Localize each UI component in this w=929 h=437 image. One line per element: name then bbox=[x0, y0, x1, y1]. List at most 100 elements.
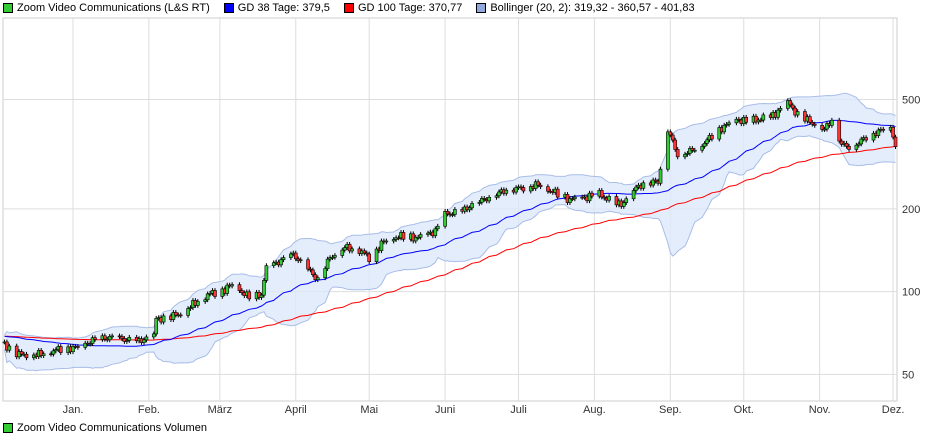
candle bbox=[685, 153, 690, 155]
candle bbox=[445, 211, 450, 215]
candle bbox=[435, 225, 440, 230]
candle bbox=[573, 196, 577, 200]
legend-label: GD 100 Tage: 370,77 bbox=[357, 2, 463, 14]
candle bbox=[690, 148, 695, 151]
legend-item-bollinger: Bollinger (20, 2): 319,32 - 360,57 - 401… bbox=[476, 2, 695, 14]
candle bbox=[71, 345, 75, 353]
x-tick-label: Mai bbox=[360, 404, 378, 416]
candle bbox=[480, 198, 484, 203]
candle bbox=[93, 337, 97, 340]
price-chart: 50 100 200 500 Jan. Feb. März April Mai Juni Juli A… bbox=[2, 17, 920, 416]
candle bbox=[306, 259, 310, 270]
candle bbox=[125, 340, 129, 342]
candle bbox=[174, 312, 178, 316]
candle bbox=[311, 269, 315, 275]
candle bbox=[744, 116, 749, 123]
candle bbox=[289, 253, 293, 258]
candle bbox=[734, 118, 739, 124]
candle bbox=[103, 335, 107, 340]
legend-swatch bbox=[223, 3, 234, 13]
candle bbox=[161, 315, 166, 323]
legend-swatch bbox=[3, 423, 13, 433]
candle bbox=[477, 202, 482, 204]
candle bbox=[820, 125, 824, 130]
candle bbox=[347, 244, 352, 252]
candle bbox=[426, 232, 430, 235]
candle bbox=[154, 317, 159, 335]
candle bbox=[859, 138, 864, 145]
candle bbox=[847, 146, 851, 150]
legend-swatch bbox=[476, 3, 487, 13]
candle bbox=[90, 337, 95, 344]
candle bbox=[225, 284, 230, 294]
candle bbox=[822, 128, 827, 131]
x-tick-label: Okt. bbox=[734, 404, 754, 416]
candle bbox=[367, 253, 372, 263]
chart-legend: Zoom Video Communications (L&S RT) GD 38… bbox=[3, 2, 709, 14]
candle bbox=[651, 179, 655, 186]
candle bbox=[120, 336, 124, 339]
candle bbox=[247, 291, 252, 300]
bollinger-band bbox=[4, 93, 896, 371]
candle bbox=[538, 184, 543, 187]
candle bbox=[631, 190, 636, 200]
candle bbox=[761, 114, 766, 121]
candle bbox=[205, 293, 210, 301]
candle bbox=[416, 236, 420, 239]
candle bbox=[323, 268, 327, 279]
candle bbox=[19, 351, 24, 355]
candle bbox=[487, 197, 491, 202]
candle bbox=[670, 134, 675, 141]
x-tick-label: April bbox=[285, 404, 307, 416]
candle bbox=[330, 256, 335, 259]
y-tick-label: 100 bbox=[902, 287, 920, 299]
candle bbox=[621, 202, 626, 207]
x-tick-label: Sep. bbox=[659, 404, 682, 416]
candle bbox=[688, 148, 692, 154]
candle bbox=[76, 346, 80, 348]
candle bbox=[641, 182, 646, 189]
candle bbox=[83, 342, 88, 348]
candle bbox=[279, 259, 283, 266]
candle bbox=[271, 262, 276, 266]
legend-label: GD 38 Tage: 379,5 bbox=[237, 2, 330, 14]
candle bbox=[315, 277, 320, 280]
candle bbox=[854, 144, 859, 150]
candle bbox=[692, 149, 697, 152]
candle bbox=[759, 119, 763, 122]
candle bbox=[497, 191, 501, 197]
candle bbox=[570, 198, 575, 200]
candle bbox=[259, 294, 264, 298]
candle bbox=[666, 131, 670, 170]
candle bbox=[839, 140, 844, 145]
candle bbox=[812, 123, 817, 126]
candle bbox=[240, 290, 244, 294]
candle bbox=[568, 198, 572, 203]
candle bbox=[142, 339, 146, 343]
candle bbox=[237, 284, 242, 291]
candle bbox=[790, 104, 795, 109]
candle bbox=[350, 248, 354, 252]
x-tick-label: Juli bbox=[510, 404, 527, 416]
candle bbox=[717, 127, 722, 140]
y-tick-label: 50 bbox=[902, 369, 914, 381]
candle bbox=[876, 129, 881, 136]
x-tick-label: Jan. bbox=[63, 404, 84, 416]
volume-label: Zoom Video Communications Volumen bbox=[17, 422, 207, 434]
candle bbox=[825, 123, 829, 130]
candle bbox=[470, 203, 474, 209]
candle bbox=[262, 280, 266, 296]
candle bbox=[710, 134, 714, 140]
legend-label: Zoom Video Communications (L&S RT) bbox=[17, 2, 210, 14]
candle bbox=[607, 196, 611, 201]
candle bbox=[24, 353, 29, 359]
candle bbox=[418, 234, 423, 238]
candle bbox=[658, 168, 663, 184]
candle bbox=[401, 232, 406, 240]
candle bbox=[891, 126, 895, 138]
candle bbox=[127, 336, 132, 341]
candle bbox=[599, 190, 604, 198]
bollinger-lower bbox=[4, 135, 896, 372]
candle bbox=[881, 128, 886, 131]
